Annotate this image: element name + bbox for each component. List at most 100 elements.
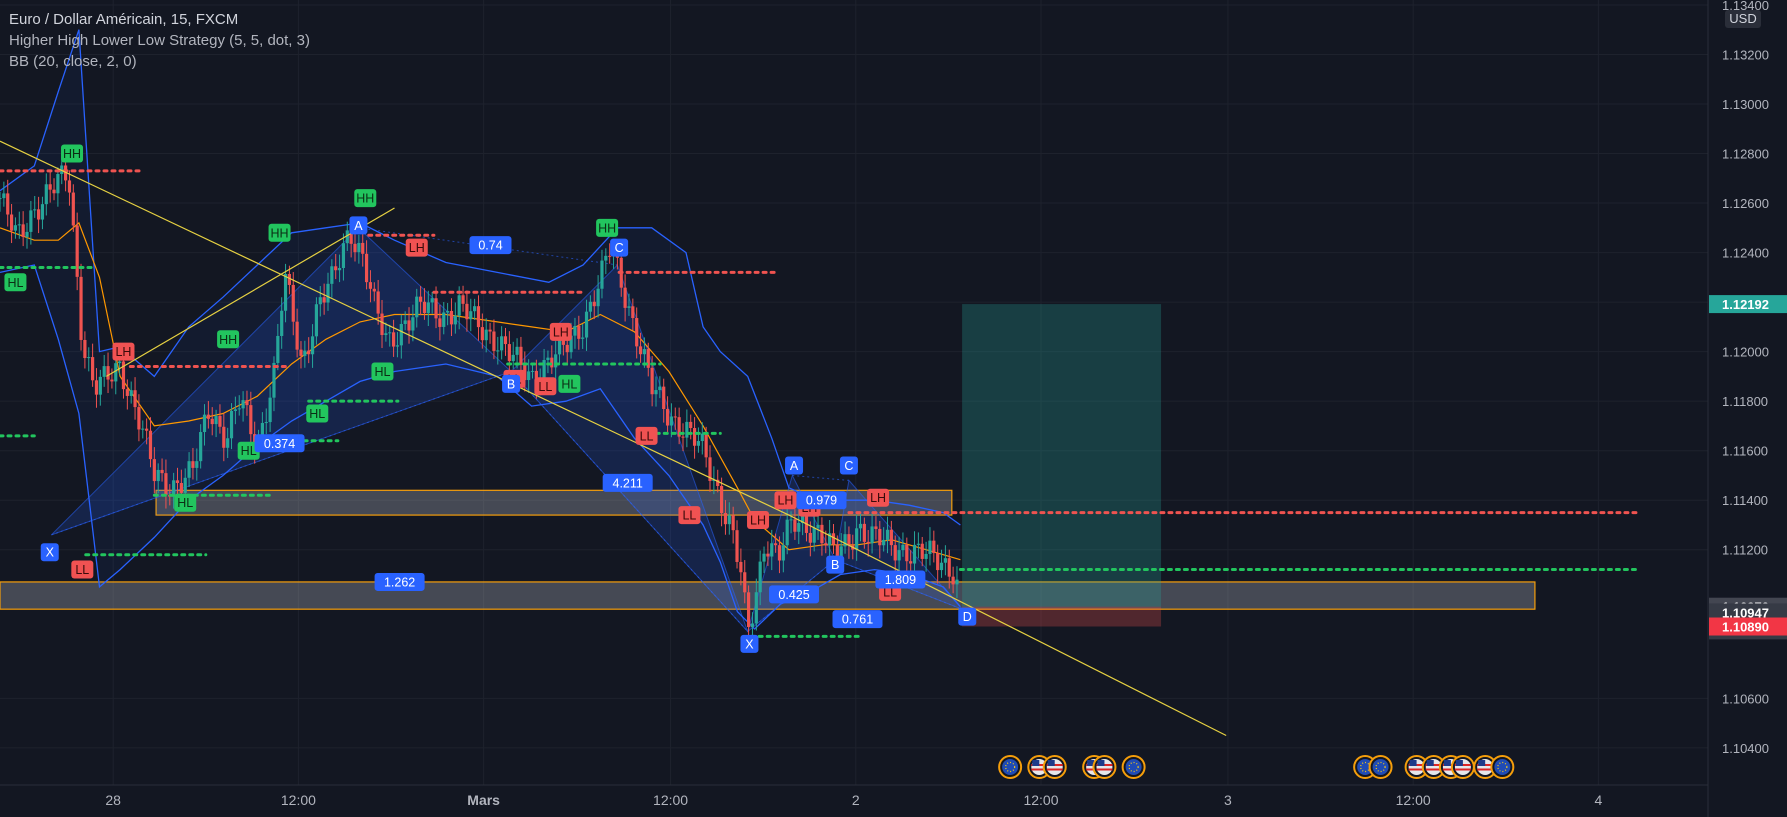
eu-stars-icon xyxy=(1375,761,1386,773)
bb-fill xyxy=(0,29,961,629)
indicator-hhll-label[interactable]: Higher High Lower Low Strategy (5, 5, do… xyxy=(9,32,310,49)
candle-body xyxy=(106,366,110,380)
price-tick: 1.10600 xyxy=(1722,691,1769,706)
candle-body xyxy=(172,480,176,497)
candle-body xyxy=(519,346,523,365)
candle-body xyxy=(928,540,932,554)
candle-body xyxy=(175,480,180,483)
candle-body xyxy=(480,327,484,341)
candle-body xyxy=(746,592,751,627)
swing-label-hl: HL xyxy=(177,496,193,510)
candle-body xyxy=(669,416,674,426)
candle-body xyxy=(17,224,21,226)
swing-label-lh-box xyxy=(549,322,572,341)
candle-body xyxy=(276,335,280,363)
time-axis[interactable]: 28 12:00 Mars 12:00 2 12:00 3 12:00 4 xyxy=(105,792,1602,808)
us-stripe-icon xyxy=(1408,768,1425,771)
event-icons[interactable] xyxy=(998,755,1515,779)
candle-body xyxy=(947,558,951,577)
candle-body xyxy=(905,544,909,562)
time-tick: 3 xyxy=(1224,792,1232,808)
swing-label-ll: LL xyxy=(75,563,89,577)
candle-body xyxy=(260,422,264,438)
candle-body xyxy=(801,515,805,524)
candle-body xyxy=(102,366,106,377)
candle-body xyxy=(476,306,481,328)
eu-flag-icon xyxy=(1125,759,1142,775)
candle-body xyxy=(268,397,272,423)
candle-body xyxy=(303,350,307,356)
candle-body xyxy=(912,544,917,564)
pattern-point-x-box xyxy=(740,634,759,653)
swing-label-lh: LH xyxy=(553,325,569,339)
pattern-point-x: X xyxy=(745,637,754,651)
candle-body xyxy=(843,534,847,547)
time-tick: 12:00 xyxy=(1023,792,1058,808)
candle-body xyxy=(349,230,353,244)
candle-body xyxy=(577,326,581,339)
eu-flag-icon xyxy=(1372,759,1389,775)
candle-body xyxy=(816,524,820,528)
candle-body xyxy=(785,519,789,546)
candle-body xyxy=(878,528,882,546)
ratio-label-box xyxy=(796,491,847,510)
candle-body xyxy=(936,553,940,571)
swing-label-hl-box xyxy=(4,273,27,292)
candle-body xyxy=(345,230,349,244)
candle-body xyxy=(218,416,222,427)
candle-body xyxy=(353,243,357,253)
currency-badge[interactable]: USD xyxy=(1725,10,1761,28)
candle-body xyxy=(457,295,461,316)
price-tick: 1.11400 xyxy=(1722,493,1768,508)
candle-body xyxy=(828,533,832,546)
candle-body xyxy=(291,284,295,322)
price-axis[interactable]: 1.13400 1.13200 1.13000 1.12800 1.12600 1.124… xyxy=(1709,0,1787,756)
indicator-bb-label[interactable]: BB (20, close, 2, 0) xyxy=(9,53,137,70)
candle-body xyxy=(739,561,743,573)
candle-body xyxy=(114,363,118,382)
candle-body xyxy=(642,349,647,355)
candle-body xyxy=(569,335,573,353)
candle-body xyxy=(889,529,893,546)
us-stripe-icon xyxy=(1442,768,1459,771)
candle-body xyxy=(855,528,859,550)
candle-body xyxy=(60,165,64,175)
candle-body xyxy=(492,331,496,351)
dotted-levels xyxy=(0,169,1640,638)
candle-body xyxy=(36,209,41,220)
swing-label-ll: LL xyxy=(682,509,696,523)
us-stripe-icon xyxy=(1031,768,1048,771)
candle-body xyxy=(712,479,716,481)
candle-body xyxy=(187,461,191,478)
price-tick: 1.12000 xyxy=(1722,345,1769,360)
candle-body xyxy=(29,210,33,232)
ratio-label: 4.211 xyxy=(613,476,643,490)
candle-body xyxy=(662,386,666,410)
candle-body xyxy=(719,485,724,514)
price-tick: 1.10400 xyxy=(1722,741,1769,756)
candle-body xyxy=(280,310,284,336)
candle-body xyxy=(542,360,546,383)
ratio-label-box xyxy=(769,585,820,604)
swing-label-lh-box xyxy=(867,488,890,507)
price-tick: 1.12400 xyxy=(1722,246,1769,261)
swing-label-hh-box xyxy=(217,330,240,349)
candle-body xyxy=(627,306,631,308)
trendlines[interactable] xyxy=(0,140,1227,737)
candle-body xyxy=(469,311,473,320)
candle-body xyxy=(91,357,95,381)
us-stripe-icon xyxy=(1454,768,1471,771)
candle-body xyxy=(581,337,585,339)
candle-body xyxy=(920,543,924,559)
long-position-tool[interactable] xyxy=(962,304,1162,627)
us-canton-icon xyxy=(1047,760,1055,766)
candle-body xyxy=(6,193,10,215)
candle-body xyxy=(25,231,29,237)
candle-body xyxy=(473,306,477,312)
candle-body xyxy=(156,469,160,482)
candle-body xyxy=(885,529,890,540)
candle-body xyxy=(750,623,755,627)
symbol-title[interactable]: Euro / Dollar Américain, 15, FXCM xyxy=(9,11,239,28)
swing-label-hl: HL xyxy=(309,407,325,421)
